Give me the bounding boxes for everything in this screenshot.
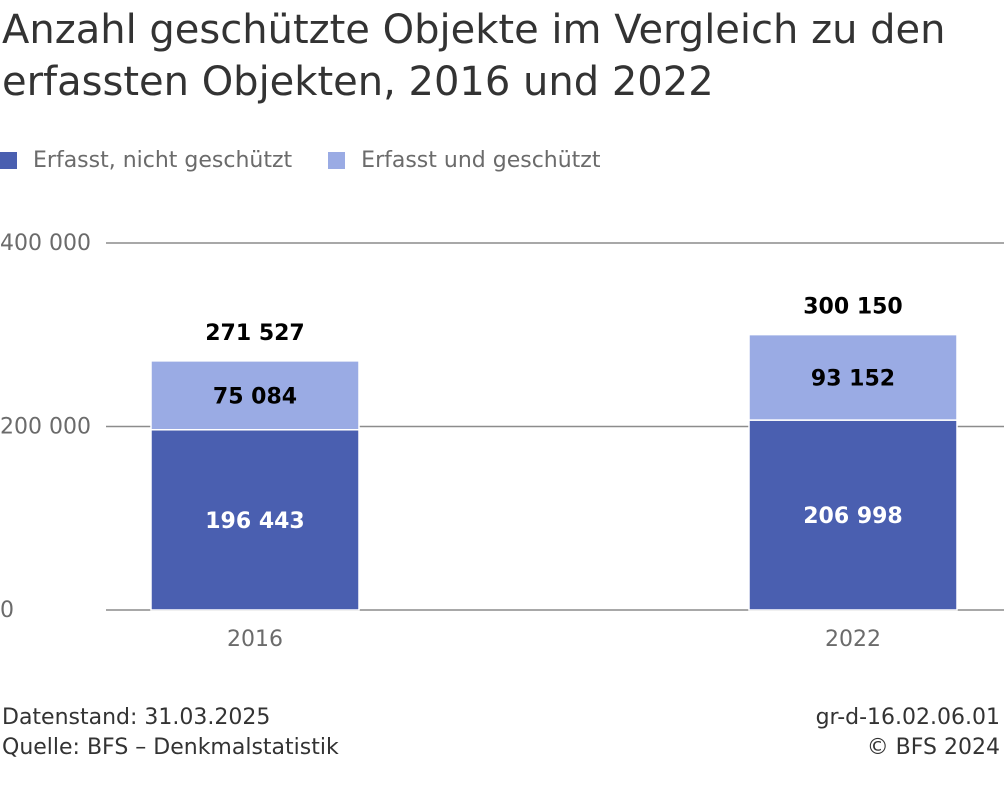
legend-swatch-protected [328,151,346,169]
footer-right: gr-d-16.02.06.01 © BFS 2024 [816,703,1000,763]
data-label: 75 084 [213,384,297,409]
graphic-code: gr-d-16.02.06.01 [815,705,1000,730]
chart-title-line-1: Anzahl geschützte Objekte im Vergleich z… [2,7,946,53]
x-tick-label: 2022 [825,627,881,652]
bar-2016-series-1 [150,360,360,431]
legend-label-not-protected: Erfasst, nicht geschützt [33,147,293,173]
bar-2022-series-1 [748,333,958,421]
total-label: 300 150 [803,295,903,320]
y-tick-label: 0 [0,598,14,623]
y-tick-label: 400 000 [0,231,91,256]
y-tick-label: 200 000 [0,415,91,440]
x-tick-label: 2016 [227,627,283,652]
copyright: © BFS 2024 [866,735,1000,760]
source: Quelle: BFS – Denkmalstatistik [2,735,339,760]
legend: Erfasst, nicht geschützt Erfasst und ges… [0,146,636,174]
data-label: 93 152 [811,366,895,391]
legend-swatch-not-protected [0,151,17,169]
legend-item-not-protected[interactable]: Erfasst, nicht geschützt [0,148,292,173]
footer-left: Datenstand: 31.03.2025 Quelle: BFS – Den… [2,703,339,763]
chart-title: Anzahl geschützte Objekte im Vergleich z… [2,4,992,108]
data-label: 196 443 [205,509,305,534]
total-label: 271 527 [205,321,305,346]
data-status: Datenstand: 31.03.2025 [2,705,271,730]
legend-label-protected: Erfasst und geschützt [361,147,601,173]
bar-2022-series-0 [748,419,958,611]
bar-2016-series-0 [150,429,360,611]
chart-title-line-2: erfassten Objekten, 2016 und 2022 [2,59,714,105]
data-label: 206 998 [803,504,903,529]
chart-area: 0 200 000 400 000 196 443 75 084 271 527 2016 2… [0,231,1004,652]
legend-item-protected[interactable]: Erfasst und geschützt [328,148,600,173]
